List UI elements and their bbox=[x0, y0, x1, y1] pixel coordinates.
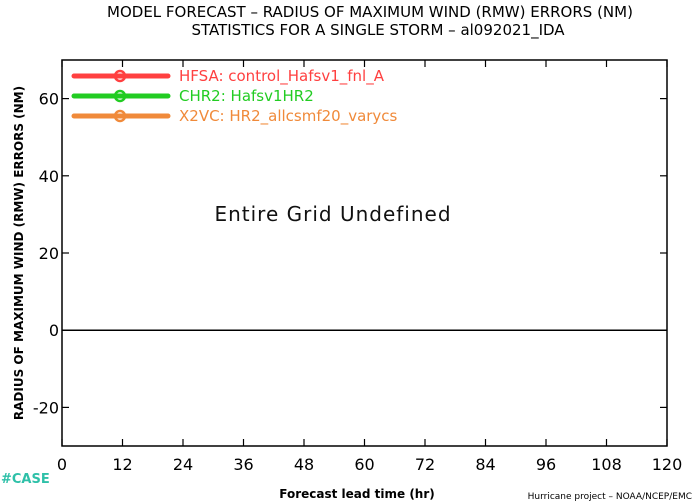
x-tick-label: 0 bbox=[57, 455, 67, 474]
x-tick-label: 120 bbox=[652, 455, 683, 474]
y-tick-label: 60 bbox=[39, 90, 59, 109]
legend-swatch-marker bbox=[113, 89, 127, 103]
x-tick-label: 72 bbox=[415, 455, 435, 474]
y-tick-label: 0 bbox=[49, 321, 59, 340]
x-tick-label: 24 bbox=[173, 455, 193, 474]
y-tick-label: 40 bbox=[39, 167, 59, 186]
x-tick-label: 84 bbox=[475, 455, 495, 474]
x-axis: 0 12 24 36 48 60 72 84 96 108 120 bbox=[57, 60, 682, 474]
x-tick-label: 36 bbox=[233, 455, 253, 474]
y-axis-label: RADIUS OF MAXIMUM WIND (RMW) ERRORS (NM) bbox=[12, 86, 26, 420]
case-label: #CASE bbox=[1, 472, 50, 487]
x-tick-label: 96 bbox=[536, 455, 556, 474]
x-tick-label: 12 bbox=[112, 455, 132, 474]
legend-label: X2VC: HR2_allcsmf20_varycs bbox=[179, 107, 398, 126]
undefined-grid-annotation: Entire Grid Undefined bbox=[214, 202, 451, 226]
legend-swatch-marker bbox=[113, 69, 127, 83]
chart-subtitle: STATISTICS FOR A SINGLE STORM – al092021… bbox=[191, 21, 565, 40]
legend-label: HFSA: control_Hafsv1_fnl_A bbox=[179, 67, 385, 86]
y-tick-label: 20 bbox=[39, 244, 59, 263]
legend-label: CHR2: Hafsv1HR2 bbox=[179, 87, 314, 105]
chart-title: MODEL FORECAST – RADIUS OF MAXIMUM WIND … bbox=[107, 3, 633, 21]
x-tick-label: 48 bbox=[294, 455, 314, 474]
x-axis-label: Forecast lead time (hr) bbox=[279, 487, 435, 501]
credit-text: Hurricane project – NOAA/NCEP/EMC bbox=[528, 492, 692, 502]
x-tick-label: 60 bbox=[354, 455, 374, 474]
legend-swatch-marker bbox=[113, 109, 127, 123]
y-tick-label: -20 bbox=[33, 398, 59, 417]
x-tick-label: 108 bbox=[591, 455, 622, 474]
y-axis: -20 0 20 40 60 bbox=[33, 90, 667, 417]
